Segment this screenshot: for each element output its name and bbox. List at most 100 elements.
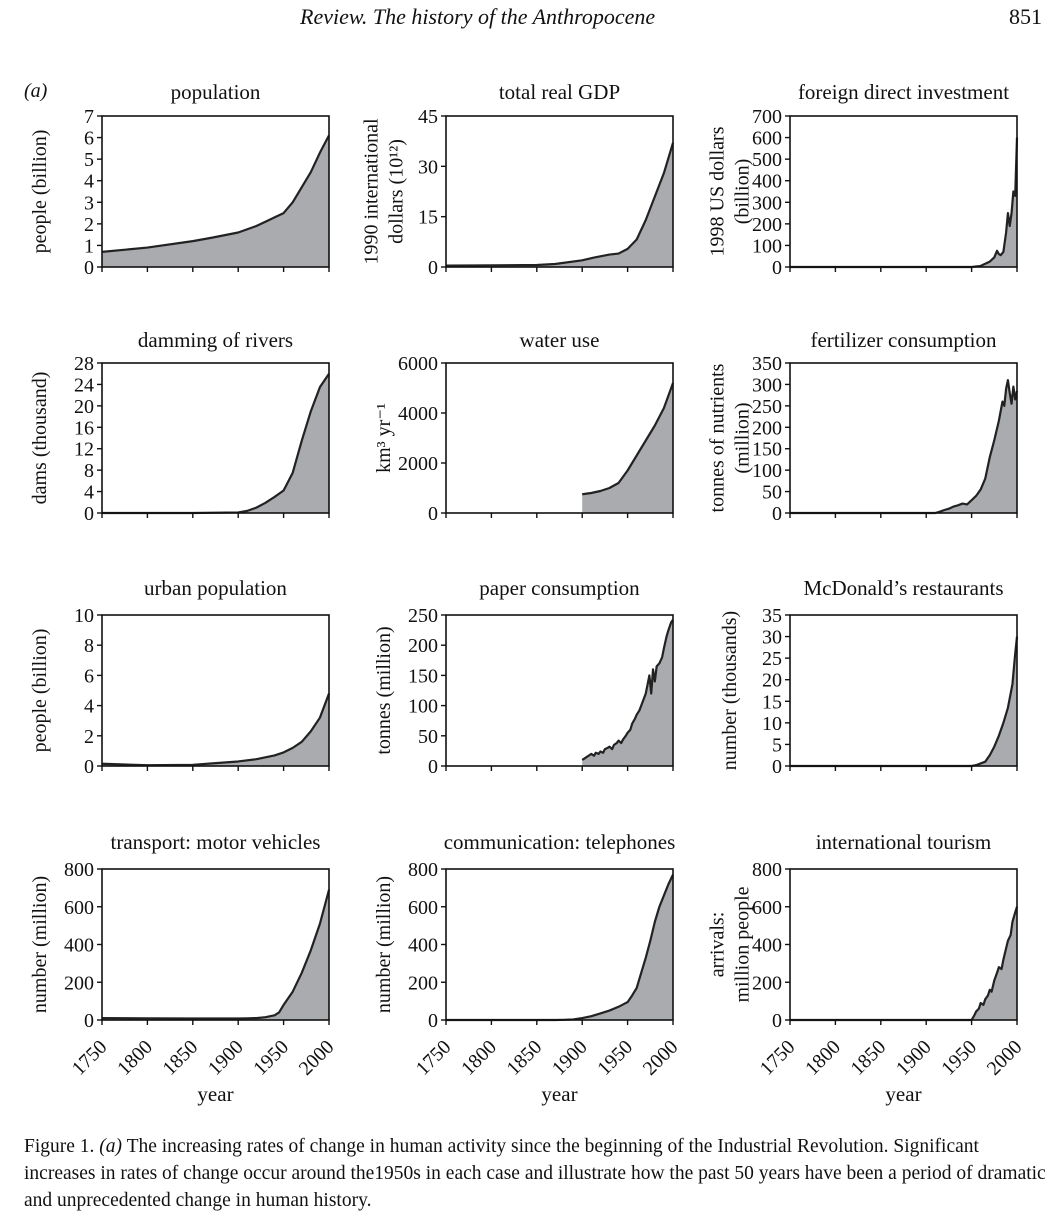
x-tick-label: 1950 [249,1036,293,1080]
y-tick-label: 600 [408,897,438,919]
y-axis-label: km³ yr⁻¹ [373,403,395,473]
y-tick-label: 7 [84,106,94,128]
x-tick-label: 1800 [457,1036,501,1080]
y-tick-label: 0 [84,756,94,778]
plot-frame [445,115,674,268]
y-tick-label: 5 [772,734,782,756]
y-tick-label: 4 [84,171,94,193]
y-tick-label: 600 [64,897,94,919]
y-tick-label: 200 [752,214,782,236]
x-tick-label: 1850 [502,1036,546,1080]
x-tick-label: 1750 [68,1036,112,1080]
y-tick-label: 20 [74,396,94,418]
x-axis-label: year [541,1082,577,1106]
y-tick-label: 400 [752,171,782,193]
y-tick-label: 8 [84,635,94,657]
x-tick-label: 2000 [295,1036,339,1080]
series-area [446,142,673,267]
y-tick-label: 300 [752,192,782,214]
y-tick-label: 250 [752,396,782,418]
series-area [102,693,329,766]
y-tick-label: 200 [64,972,94,994]
series-line [101,693,331,767]
y-axis-label: 1998 US dollars [707,126,729,256]
series-line [581,619,674,761]
y-tick-label: 16 [74,417,94,439]
series-line [790,906,1019,1022]
y-tick-label: 0 [428,503,438,525]
plot-frame [789,868,1018,1021]
y-tick-label: 0 [772,503,782,525]
y-tick-label: 800 [64,859,94,881]
y-tick-label: 4000 [398,403,438,425]
y-tick-label: 600 [752,897,782,919]
y-axis-label: number (thousands) [719,611,741,770]
series-line [790,379,1019,515]
y-tick-label: 4 [84,482,94,504]
x-axis-label: year [197,1082,233,1106]
y-tick-label: 3 [84,192,94,214]
y-tick-label: 150 [408,665,438,687]
x-tick-label: 1900 [204,1036,248,1080]
y-tick-label: 100 [752,460,782,482]
y-tick-label: 2 [84,726,94,748]
y-tick-label: 700 [752,106,782,128]
plot-frame [789,362,1018,514]
y-tick-label: 500 [752,149,782,171]
chart-title: total real GDP [499,80,620,104]
x-tick-label: 1900 [892,1036,936,1080]
plot-frame [789,614,1018,767]
chart-title: international tourism [816,830,992,854]
x-tick-label: 2000 [639,1036,683,1080]
y-tick-label: 800 [408,859,438,881]
y-axis-label: 1990 international [361,118,383,265]
y-tick-label: 5 [84,149,94,171]
x-axis-label: year [885,1082,921,1106]
series-line [101,889,331,1020]
y-tick-label: 15 [762,691,782,713]
y-tick-label: 2000 [398,453,438,475]
series-line [790,137,1019,269]
series-area [790,137,1017,267]
chart-panel: water use 0 2000 4000 6000 km³ yr⁻¹ [373,328,675,525]
chart-panel: foreign direct investment 010020030040050… [707,80,1019,279]
y-tick-label: 400 [752,935,782,957]
y-tick-label: 8 [84,460,94,482]
x-tick-label: 1900 [548,1036,592,1080]
chart-title: fertilizer consumption [810,328,997,352]
figure-caption: Figure 1. (a) The increasing rates of ch… [24,1133,1054,1214]
y-tick-label: 6000 [398,353,438,375]
series-line [445,142,675,267]
y-tick-label: 0 [772,1010,782,1032]
y-tick-label: 100 [408,696,438,718]
y-tick-label: 20 [762,670,782,692]
y-tick-label: 350 [752,353,782,375]
plot-frame [101,614,330,767]
x-tick-label: 1950 [593,1036,637,1080]
y-tick-label: 0 [428,756,438,778]
y-tick-label: 30 [762,627,782,649]
y-axis-label: tonnes of nutrients [707,363,729,512]
y-tick-label: 400 [408,935,438,957]
chart-title: paper consumption [479,576,640,600]
plot-frame [445,362,674,514]
y-tick-label: 0 [84,257,94,279]
series-area [582,619,673,766]
y-tick-label: 6 [84,665,94,687]
plot-frame [445,614,674,767]
y-axis-label: number (million) [373,876,395,1013]
chart-title: communication: telephones [444,830,676,854]
caption-panel-label: (a) [99,1136,123,1157]
plot-frame [789,115,1018,268]
y-axis-label: (million) [732,402,754,473]
y-tick-label: 0 [428,1010,438,1032]
y-tick-label: 2 [84,214,94,236]
y-axis-label: people (billion) [29,629,51,753]
y-axis-label: number (million) [29,876,51,1013]
y-tick-label: 0 [772,756,782,778]
y-tick-label: 28 [74,353,94,375]
chart-title: damming of rivers [138,328,293,352]
y-axis-label: million people [732,886,754,1002]
